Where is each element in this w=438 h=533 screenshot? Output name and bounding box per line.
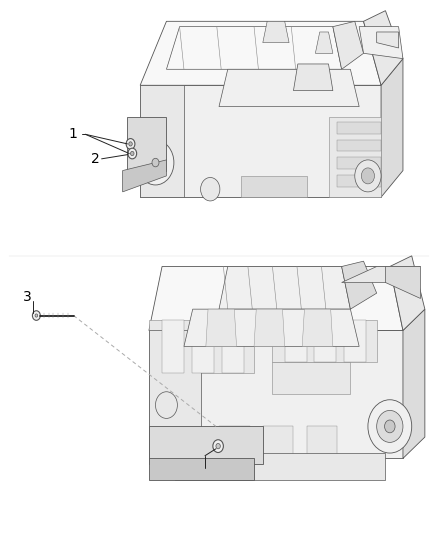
Polygon shape — [315, 32, 333, 53]
Polygon shape — [337, 140, 381, 151]
Polygon shape — [307, 426, 337, 458]
Polygon shape — [337, 122, 381, 134]
Circle shape — [129, 142, 132, 146]
Circle shape — [126, 139, 135, 149]
Polygon shape — [385, 266, 420, 298]
Text: 4: 4 — [195, 465, 204, 479]
Polygon shape — [206, 309, 237, 346]
Polygon shape — [377, 32, 399, 48]
Polygon shape — [342, 266, 420, 282]
Circle shape — [35, 314, 38, 317]
Text: 3: 3 — [23, 290, 32, 304]
Circle shape — [155, 392, 177, 418]
Polygon shape — [241, 176, 307, 197]
Polygon shape — [272, 320, 377, 362]
Polygon shape — [364, 11, 403, 85]
Polygon shape — [127, 117, 166, 171]
Polygon shape — [328, 117, 381, 197]
Text: 2: 2 — [91, 152, 100, 166]
Polygon shape — [149, 458, 254, 480]
Circle shape — [213, 440, 223, 453]
Polygon shape — [337, 175, 381, 187]
Polygon shape — [140, 21, 381, 85]
Polygon shape — [149, 330, 201, 458]
Polygon shape — [140, 85, 184, 197]
Polygon shape — [184, 309, 359, 346]
Polygon shape — [219, 266, 350, 309]
Polygon shape — [403, 309, 425, 458]
Text: 1: 1 — [69, 127, 78, 141]
Circle shape — [131, 151, 134, 156]
Polygon shape — [272, 362, 350, 394]
Polygon shape — [337, 157, 381, 169]
Polygon shape — [285, 320, 307, 362]
Polygon shape — [140, 85, 381, 197]
Polygon shape — [166, 27, 342, 69]
Polygon shape — [390, 256, 425, 330]
Polygon shape — [263, 21, 289, 43]
Circle shape — [385, 420, 395, 433]
Polygon shape — [254, 309, 285, 346]
Circle shape — [361, 168, 374, 184]
Circle shape — [128, 148, 137, 159]
Circle shape — [377, 410, 403, 442]
Polygon shape — [149, 320, 254, 373]
Polygon shape — [149, 330, 403, 458]
Circle shape — [152, 158, 159, 167]
Circle shape — [146, 151, 165, 174]
Circle shape — [368, 400, 412, 453]
Circle shape — [355, 160, 381, 192]
Polygon shape — [359, 27, 403, 59]
Polygon shape — [219, 426, 250, 458]
Polygon shape — [123, 160, 166, 192]
Polygon shape — [149, 266, 403, 330]
Polygon shape — [263, 426, 293, 458]
Polygon shape — [344, 320, 366, 362]
Polygon shape — [162, 320, 184, 373]
Circle shape — [201, 177, 220, 201]
Circle shape — [216, 443, 220, 449]
Polygon shape — [302, 309, 333, 346]
Polygon shape — [219, 69, 359, 107]
Polygon shape — [149, 426, 263, 464]
Circle shape — [137, 140, 174, 185]
Polygon shape — [333, 21, 364, 69]
Polygon shape — [381, 59, 403, 197]
Polygon shape — [175, 453, 385, 480]
Polygon shape — [314, 320, 336, 362]
Polygon shape — [342, 261, 377, 309]
Polygon shape — [293, 64, 333, 91]
Polygon shape — [192, 320, 214, 373]
Polygon shape — [222, 320, 244, 373]
Circle shape — [32, 311, 40, 320]
